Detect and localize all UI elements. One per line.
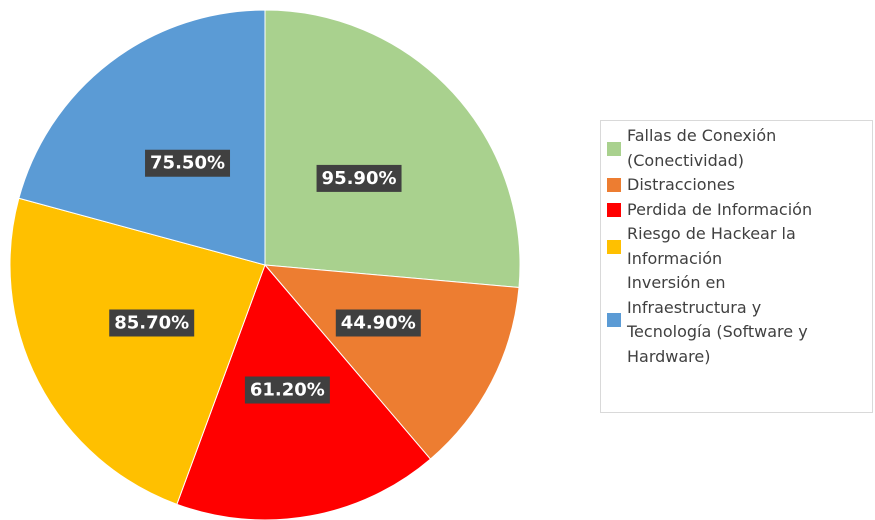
- legend-entry: Riesgo de Hackear la Información: [607, 222, 866, 271]
- pie-slice: [263, 264, 520, 460]
- data-label-text: 85.70%: [114, 312, 189, 333]
- legend-swatch: [607, 178, 621, 193]
- data-label: 44.90%: [335, 309, 421, 337]
- legend-swatch: [607, 202, 621, 217]
- pie-slice: [9, 197, 266, 505]
- chart: 95.90% 44.90% 61.20% 85.70% 75.50%: [9, 9, 521, 520]
- data-label: 85.70%: [109, 309, 195, 337]
- legend-entry: Distracciones: [607, 173, 866, 198]
- pie-slice: [264, 9, 521, 289]
- legend-swatch: [607, 239, 621, 254]
- data-label-box: [244, 376, 330, 404]
- legend-entry: Inversión en Infraestructura y Tecnologí…: [607, 271, 866, 369]
- data-label: 61.20%: [244, 376, 330, 404]
- data-label-box: [145, 149, 231, 177]
- legend-swatch: [607, 141, 621, 156]
- legend-entry: Fallas de Conexión (Conectividad): [607, 124, 866, 173]
- data-label-text: 75.50%: [150, 153, 225, 174]
- legend-label: Perdida de Información: [627, 199, 813, 219]
- legend-entry: Perdida de Información: [607, 198, 866, 223]
- data-label-text: 95.90%: [322, 168, 397, 189]
- data-label: 75.50%: [145, 149, 231, 177]
- legend: Fallas de Conexión (Conectividad) Distrac…: [600, 120, 873, 413]
- data-label: 95.90%: [316, 164, 402, 192]
- legend-swatch: [607, 313, 621, 327]
- data-label-box: [109, 309, 195, 337]
- legend-label: Distracciones: [627, 175, 735, 194]
- legend-label: Riesgo de Hackear la Información: [627, 224, 796, 268]
- data-label-box: [316, 164, 402, 192]
- legend-label: Inversión en Infraestructura y Tecnologí…: [627, 273, 808, 366]
- data-label-box: [335, 309, 421, 337]
- legend-label: Fallas de Conexión (Conectividad): [627, 126, 777, 170]
- data-label-text: 44.90%: [341, 312, 416, 333]
- data-label-text: 61.20%: [250, 380, 325, 401]
- pie-slice: [18, 9, 266, 266]
